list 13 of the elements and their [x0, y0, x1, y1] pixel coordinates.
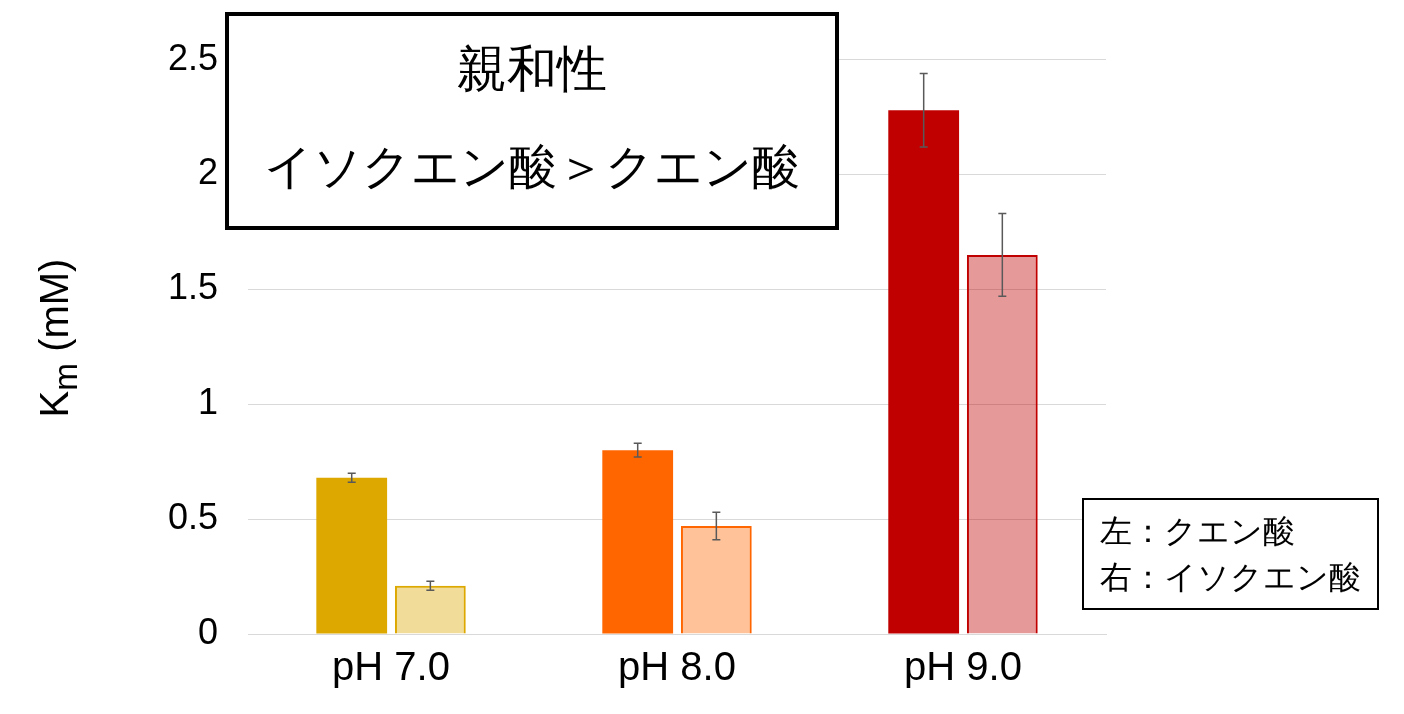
- y-tick-label: 2: [198, 151, 219, 193]
- y-tick-label: 0.5: [168, 496, 219, 538]
- annotation: 右：イソクエン酸: [1100, 558, 1361, 597]
- x-tick-label: pH 9.0: [904, 644, 1022, 689]
- x-tick-label: pH 7.0: [332, 644, 450, 689]
- y-tick-label: 1: [198, 381, 219, 423]
- y-tick-label: 1.5: [168, 266, 219, 308]
- chart-title: 親和性: [456, 40, 608, 99]
- y-tick-label: 2.5: [168, 36, 219, 78]
- y-tick-label: 0: [198, 610, 219, 652]
- x-tick-label: pH 8.0: [618, 644, 736, 689]
- annotation: 左：クエン酸: [1100, 512, 1296, 551]
- text: イソクエン酸＞クエン酸: [263, 139, 801, 195]
